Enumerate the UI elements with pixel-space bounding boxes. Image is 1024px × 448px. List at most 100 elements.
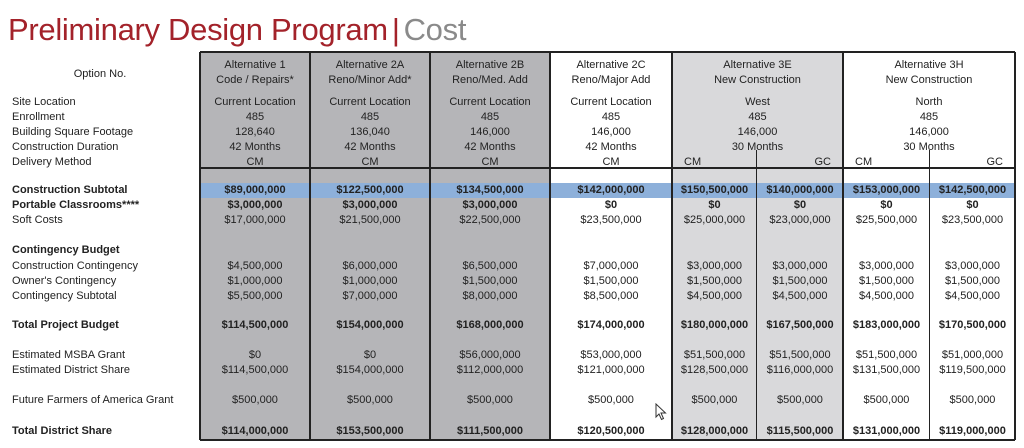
row-label: Construction Subtotal	[12, 184, 128, 196]
value-cell: $114,000,000	[221, 425, 289, 437]
column-divider	[842, 52, 844, 440]
info-cell: CM	[602, 156, 620, 168]
value-cell: $25,500,000	[855, 214, 918, 226]
column-divider	[671, 52, 673, 440]
info-cell: CM	[684, 156, 702, 168]
value-cell: $0	[248, 349, 262, 361]
value-cell: $114,500,000	[221, 364, 289, 376]
info-cell: Current Location	[214, 96, 296, 108]
value-cell: $128,500,000	[680, 364, 749, 376]
row-label: Construction Contingency	[12, 260, 138, 272]
value-cell: $3,000,000	[686, 260, 743, 272]
info-cell: 485	[601, 111, 621, 123]
alternative-name: Alternative 2B	[455, 59, 525, 71]
row-label: Estimated MSBA Grant	[12, 349, 126, 361]
value-cell: $23,500,000	[941, 214, 1004, 226]
value-cell: $0	[708, 199, 721, 211]
value-cell: $134,500,000	[456, 184, 524, 196]
mouse-cursor-icon	[655, 403, 667, 421]
value-cell: $153,500,000	[336, 425, 404, 437]
info-cell: North	[915, 96, 943, 108]
alternative-description: Code / Repairs*	[216, 74, 294, 86]
value-cell: $8,500,000	[583, 290, 639, 302]
info-cell: 146,000	[591, 126, 631, 138]
row-label: Estimated District Share	[12, 364, 130, 376]
row-label: Contingency Budget	[12, 244, 120, 256]
row-label: Total District Share	[12, 425, 113, 437]
value-cell: $4,500,000	[227, 260, 283, 272]
value-cell: $8,000,000	[462, 290, 518, 302]
value-cell: $6,500,000	[462, 260, 518, 272]
row-label: Total Project Budget	[12, 319, 119, 331]
info-cell: 146,000	[470, 126, 510, 138]
info-cell: 42 Months	[229, 141, 281, 153]
value-cell: $1,500,000	[944, 275, 1001, 287]
value-cell: $3,000,000	[462, 199, 518, 211]
info-cell: 30 Months	[731, 141, 784, 153]
value-cell: $119,500,000	[939, 364, 1006, 376]
value-cell: $51,000,000	[941, 349, 1004, 361]
info-cell: 485	[245, 111, 265, 123]
value-cell: $22,500,000	[459, 214, 521, 226]
value-cell: $1,500,000	[686, 275, 743, 287]
value-cell: $120,500,000	[577, 425, 645, 437]
info-cell: 42 Months	[585, 141, 637, 153]
value-cell: $150,500,000	[680, 184, 749, 196]
column-divider	[199, 52, 201, 440]
value-cell: $5,500,000	[227, 290, 283, 302]
row-label: Contingency Subtotal	[12, 290, 117, 302]
value-cell: $500,000	[347, 394, 393, 406]
slide-title: Preliminary Design Program | Cost	[8, 12, 466, 48]
info-cell: Current Location	[570, 96, 652, 108]
value-cell: $51,500,000	[769, 349, 831, 361]
row-label: Site Location	[12, 96, 76, 108]
row-label: Enrollment	[12, 111, 65, 123]
alternative-name: Alternative 3E	[723, 59, 792, 71]
alternative-name: Alternative 1	[224, 59, 286, 71]
subcolumn-divider	[929, 150, 930, 440]
value-cell: $3,000,000	[772, 260, 828, 272]
alternative-description: Reno/Minor Add*	[328, 74, 412, 86]
value-cell: $1,500,000	[858, 275, 915, 287]
value-cell: $167,500,000	[766, 319, 834, 331]
value-cell: $3,000,000	[342, 199, 398, 211]
column-shading	[200, 52, 550, 440]
alternative-name: Alternative 2C	[576, 59, 646, 71]
value-cell: $142,000,000	[577, 184, 645, 196]
value-cell: $89,000,000	[224, 184, 286, 196]
value-cell: $7,000,000	[342, 290, 398, 302]
table-top-border	[200, 51, 1015, 53]
value-cell: $53,000,000	[580, 349, 642, 361]
row-label: Building Square Footage	[12, 126, 134, 138]
value-cell: $174,000,000	[577, 319, 645, 331]
value-cell: $4,500,000	[858, 290, 915, 302]
row-label: Construction Duration	[12, 141, 119, 153]
table-bottom-border	[200, 439, 1015, 441]
alternative-description: New Construction	[885, 74, 973, 86]
info-cell: 485	[748, 111, 767, 123]
title-sub: Cost	[403, 12, 467, 47]
info-cell: 42 Months	[344, 141, 396, 153]
column-divider	[1014, 52, 1016, 440]
column-divider	[429, 52, 431, 440]
value-cell: $0	[966, 199, 979, 211]
value-cell: $500,000	[232, 394, 278, 406]
row-label: Delivery Method	[12, 156, 92, 168]
value-cell: $0	[880, 199, 893, 211]
value-cell: $500,000	[467, 394, 513, 406]
alternative-name: Alternative 2A	[335, 59, 405, 71]
value-cell: $4,500,000	[686, 290, 743, 302]
info-cell: CM	[246, 156, 264, 168]
value-cell: $119,000,000	[939, 425, 1006, 437]
info-cell: 146,000	[909, 126, 949, 138]
value-cell: $23,500,000	[580, 214, 642, 226]
value-cell: $500,000	[588, 394, 634, 406]
value-cell: $23,000,000	[769, 214, 831, 226]
value-cell: $131,000,000	[852, 425, 921, 437]
value-cell: $0	[793, 199, 807, 211]
column-shading	[672, 52, 843, 440]
info-cell: 146,000	[737, 126, 778, 138]
value-cell: $153,000,000	[852, 184, 921, 196]
value-cell: $142,500,000	[938, 184, 1007, 196]
